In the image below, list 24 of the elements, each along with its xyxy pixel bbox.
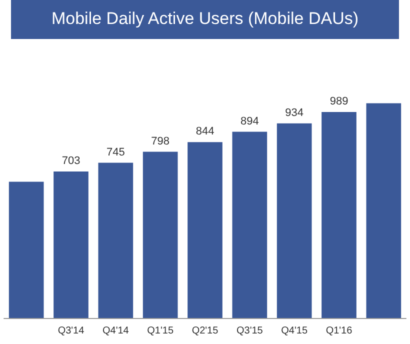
bar [276,123,312,318]
data-label: 934 [285,106,304,119]
bar [366,103,402,318]
data-label: 798 [151,135,170,148]
data-label: 745 [106,146,125,158]
data-label: 844 [196,126,214,138]
bar [322,112,356,318]
x-tick-label: Q1'15 [147,326,174,336]
x-tick-label: Q2'15 [192,326,219,336]
x-tick-label: Q1'16 [326,326,353,336]
x-tick-label: Q3'15 [236,326,264,336]
data-label: 989 [330,95,348,108]
bar [98,162,134,318]
data-label: 894 [240,115,259,128]
bar [8,182,44,318]
bar [54,172,88,318]
x-tick-label: Q4'14 [102,326,130,336]
x-tick-label: Q3'14 [58,326,85,336]
data-label: 703 [62,155,80,168]
bar [188,142,222,318]
chart-title: Mobile Daily Active Users (Mobile DAUs) [51,9,359,28]
bar [142,152,178,318]
bar [232,132,268,318]
x-tick-label: Q4'15 [281,326,308,336]
